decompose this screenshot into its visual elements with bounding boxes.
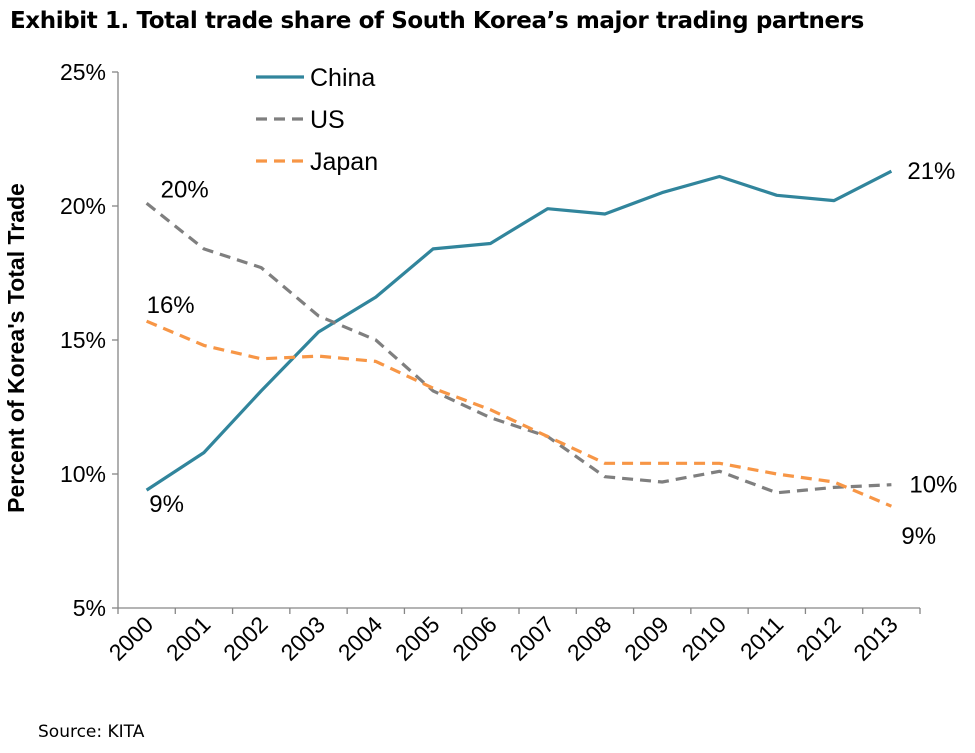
x-tick-label: 2001: [161, 611, 216, 666]
data-label-us-first: 20%: [161, 176, 209, 203]
x-tick-label: 2010: [676, 611, 731, 666]
y-tick-label: 5%: [73, 595, 106, 621]
x-tick-label: 2013: [848, 611, 903, 666]
x-tick-label: 2005: [390, 611, 445, 666]
x-tick-label: 2009: [619, 611, 674, 666]
y-tick-label: 10%: [60, 461, 106, 487]
x-tick-label: 2007: [505, 611, 560, 666]
x-tick-label: 2012: [791, 611, 846, 666]
legend-label-us: US: [310, 106, 345, 134]
x-tick-label: 2008: [562, 611, 617, 666]
data-label-china-last: 21%: [907, 158, 955, 185]
y-tick-label: 20%: [60, 193, 106, 219]
data-label-japan-last: 9%: [901, 523, 936, 550]
source-note: Source: KITA: [38, 722, 145, 742]
y-tick-label: 15%: [60, 327, 106, 353]
y-tick-label: 25%: [60, 59, 106, 85]
series-line-us: [145, 202, 892, 495]
x-tick-label: 2011: [735, 611, 788, 664]
y-axis-title: Percent of Korea's Total Trade: [3, 183, 29, 513]
series-line-japan: [145, 319, 893, 508]
x-tick-label: 2000: [104, 611, 159, 666]
series-line-china: [145, 169, 893, 492]
x-tick-label: 2006: [447, 611, 502, 666]
data-label-china-first: 9%: [149, 491, 184, 518]
x-tick-label: 2004: [333, 611, 388, 666]
legend-label-china: China: [310, 64, 375, 92]
legend-label-japan: Japan: [310, 148, 378, 176]
x-tick-label: 2002: [218, 611, 273, 666]
data-label-japan-first: 16%: [147, 292, 195, 319]
x-tick-label: 2003: [275, 611, 330, 666]
data-label-us-last: 10%: [909, 472, 957, 499]
exhibit-title: Exhibit 1. Total trade share of South Ko…: [10, 8, 864, 34]
